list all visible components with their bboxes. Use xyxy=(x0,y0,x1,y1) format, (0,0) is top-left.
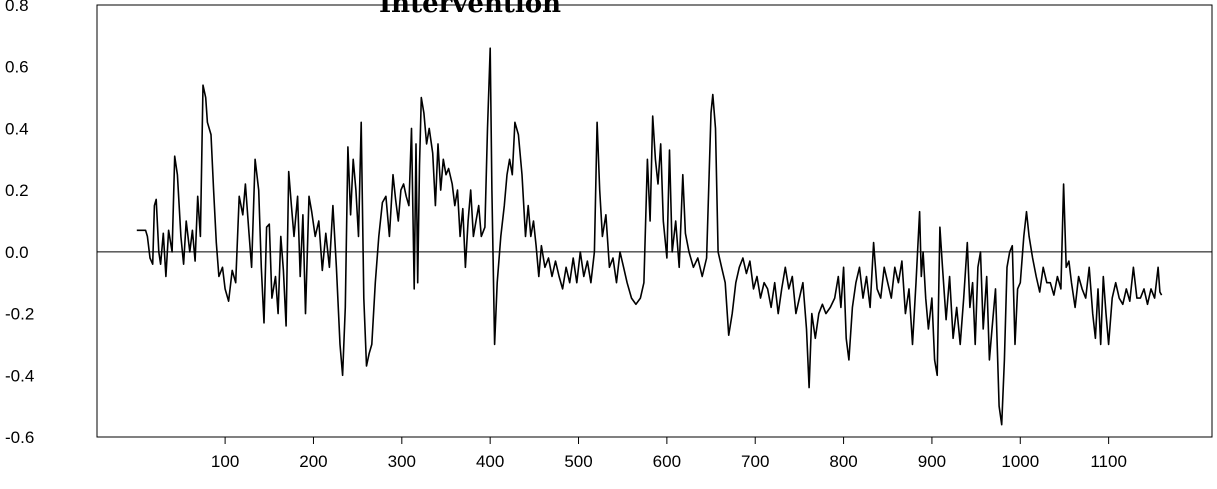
x-tick-label: 100 xyxy=(211,452,239,471)
x-tick-label: 400 xyxy=(476,452,504,471)
y-tick-label: 0.6 xyxy=(5,58,29,77)
data-line xyxy=(136,47,1163,426)
x-tick-label: 800 xyxy=(829,452,857,471)
y-tick-label: 0.8 xyxy=(5,0,29,15)
x-tick-label: 200 xyxy=(299,452,327,471)
x-tick-label: 900 xyxy=(918,452,946,471)
chart-title: Intervention xyxy=(379,0,561,19)
y-tick-label: -0.6 xyxy=(5,428,34,447)
plot-frame xyxy=(96,4,1213,438)
y-tick-label: 0.2 xyxy=(5,181,29,200)
x-tick-label: 1000 xyxy=(1001,452,1039,471)
x-tick-label: 1100 xyxy=(1090,452,1127,471)
y-tick-label: -0.2 xyxy=(5,305,34,324)
x-tick-label: 600 xyxy=(653,452,681,471)
y-tick-label: 0.4 xyxy=(5,119,29,138)
y-tick-label: 0.0 xyxy=(5,243,29,262)
x-tick-label: 700 xyxy=(741,452,769,471)
y-tick-label: -0.4 xyxy=(5,366,34,385)
x-tick-label: 300 xyxy=(388,452,416,471)
x-tick-label: 500 xyxy=(564,452,592,471)
